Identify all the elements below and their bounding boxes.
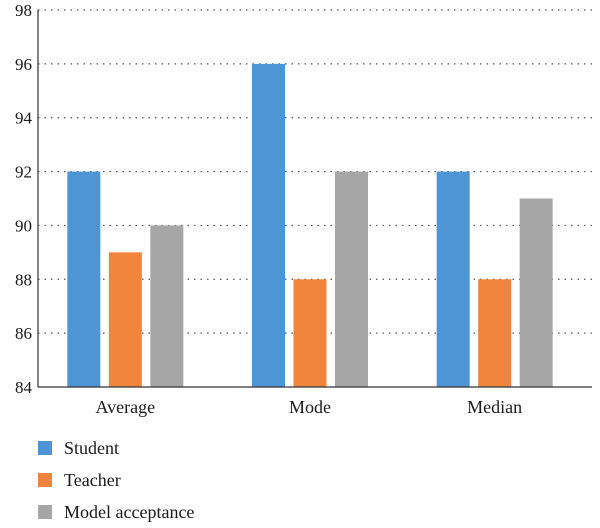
axes [37, 10, 592, 388]
legend-swatch-teacher [38, 473, 52, 487]
bar-student-mode [252, 63, 285, 387]
legend-item-model-acceptance: Model acceptance [38, 496, 194, 528]
bar-student-average [67, 171, 101, 387]
y-tick-label: 84 [15, 378, 33, 397]
bar-model-acceptance-mode [335, 171, 368, 387]
y-tick-label: 96 [15, 55, 32, 74]
bar-model-acceptance-median [519, 198, 553, 387]
bar-chart: 84 86 88 90 92 94 96 98 Average Mode Median [15, 1, 592, 417]
y-tick-label: 86 [15, 324, 32, 343]
bar-teacher-median [478, 279, 512, 387]
legend-swatch-model-acceptance [38, 505, 52, 519]
x-category-label: Median [467, 397, 522, 417]
legend-label-teacher: Teacher [64, 469, 121, 490]
x-category-label: Mode [289, 397, 331, 417]
bar-model-acceptance-average [150, 225, 184, 387]
y-tick-label: 88 [15, 270, 32, 289]
legend-item-student: Student [38, 432, 194, 464]
x-category-label: Average [96, 397, 156, 417]
legend-label-model-acceptance: Model acceptance [64, 501, 195, 522]
y-tick-labels: 84 86 88 90 92 94 96 98 [15, 1, 33, 397]
y-tick-label: 90 [15, 216, 32, 235]
y-tick-label: 94 [15, 109, 33, 128]
bar-teacher-mode [293, 279, 327, 387]
y-tick-label: 98 [15, 1, 32, 20]
legend-item-teacher: Teacher [38, 464, 194, 496]
bars [67, 63, 553, 387]
x-category-labels: Average Mode Median [96, 397, 523, 417]
y-tick-label: 92 [15, 163, 32, 182]
legend-label-student: Student [64, 437, 120, 458]
bar-teacher-average [108, 252, 142, 387]
legend-swatch-student [38, 441, 52, 455]
bar-student-median [436, 171, 470, 387]
legend: Student Teacher Model acceptance [38, 432, 194, 528]
